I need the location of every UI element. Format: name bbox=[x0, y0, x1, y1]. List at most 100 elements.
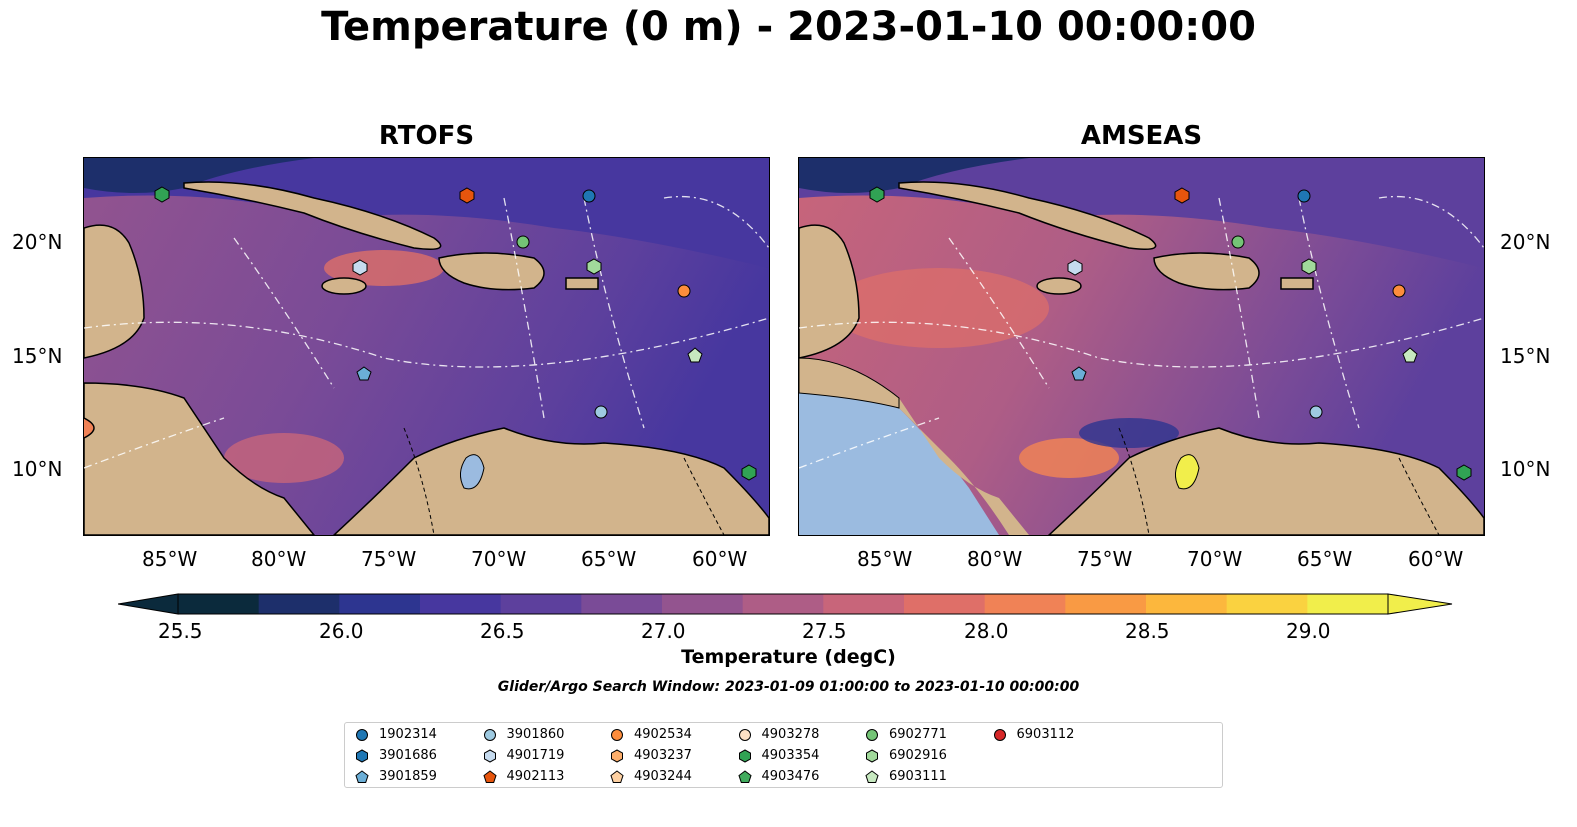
hexagon-marker-icon bbox=[738, 748, 751, 763]
colorbar bbox=[117, 593, 1453, 619]
colorbar-tick: 28.5 bbox=[1125, 619, 1170, 643]
colorbar-segment bbox=[258, 594, 340, 614]
colorbar-tick: 27.5 bbox=[802, 619, 847, 643]
colorbar-label: Temperature (degC) bbox=[681, 646, 896, 668]
circle-marker-icon bbox=[993, 728, 1006, 741]
lon-tick: 75°W bbox=[1077, 547, 1133, 571]
legend: 1902314 3901686 3901859 3901860 4901719 49021… bbox=[344, 722, 1223, 788]
legend-item: 6902916 bbox=[865, 748, 947, 763]
legend-label: 4903476 bbox=[761, 769, 820, 784]
legend-item: 6903112 bbox=[993, 727, 1075, 742]
legend-label: 3901860 bbox=[506, 727, 565, 742]
lon-tick: 65°W bbox=[581, 547, 637, 571]
colorbar-segment bbox=[823, 594, 905, 614]
map-amseas bbox=[798, 157, 1485, 536]
legend-item: 3901859 bbox=[355, 769, 437, 784]
colorbar-segment bbox=[742, 594, 824, 614]
legend-item: 4902113 bbox=[482, 769, 565, 784]
legend-item: 4903237 bbox=[610, 748, 692, 763]
hexagon-marker-icon bbox=[866, 748, 878, 763]
circle-marker-icon bbox=[611, 728, 623, 741]
lon-tick: 60°W bbox=[692, 547, 748, 571]
colorbar-segment bbox=[1146, 594, 1228, 614]
lon-tick: 85°W bbox=[142, 547, 198, 571]
legend-label: 4902534 bbox=[634, 727, 692, 742]
legend-label: 4901719 bbox=[506, 748, 565, 763]
panel-title-amseas: AMSEAS bbox=[1080, 121, 1203, 151]
pentagon-marker-icon bbox=[610, 769, 624, 783]
colorbar-tick: 26.0 bbox=[319, 619, 364, 643]
legend-item: 1902314 bbox=[355, 727, 437, 742]
colorbar-segment bbox=[1065, 594, 1147, 614]
circle-marker-icon bbox=[483, 728, 496, 741]
figure-title: Temperature (0 m) - 2023-01-10 00:00:00 bbox=[321, 4, 1256, 50]
lon-tick: 65°W bbox=[1297, 547, 1353, 571]
search-window-text: Glider/Argo Search Window: 2023-01-09 01… bbox=[497, 679, 1080, 695]
colorbar-tick: 29.0 bbox=[1286, 619, 1331, 643]
legend-label: 4903278 bbox=[761, 727, 820, 742]
legend-item: 3901860 bbox=[483, 727, 565, 742]
pentagon-marker-icon bbox=[737, 769, 752, 783]
legend-label: 6902771 bbox=[889, 727, 947, 742]
colorbar-tick: 25.5 bbox=[158, 619, 203, 643]
legend-item: 4903278 bbox=[738, 727, 820, 742]
legend-label: 4903354 bbox=[761, 748, 820, 763]
lat-tick: 15°N bbox=[1500, 344, 1551, 368]
lon-tick: 85°W bbox=[857, 547, 913, 571]
legend-item: 4902534 bbox=[610, 727, 692, 742]
hexagon-marker-icon bbox=[483, 748, 496, 763]
legend-item: 4901719 bbox=[483, 748, 565, 763]
colorbar-segment bbox=[984, 594, 1066, 614]
legend-item: 4903354 bbox=[738, 748, 820, 763]
colorbar-tick: 28.0 bbox=[964, 619, 1009, 643]
colorbar-segment bbox=[904, 594, 986, 614]
circle-marker-icon bbox=[738, 728, 751, 741]
hexagon-marker-icon bbox=[611, 748, 623, 763]
colorbar-segment bbox=[581, 594, 663, 614]
lon-tick: 60°W bbox=[1408, 547, 1464, 571]
lat-tick: 20°N bbox=[1500, 230, 1551, 254]
colorbar-extend-high bbox=[1387, 593, 1453, 615]
legend-item: 3901686 bbox=[355, 748, 437, 763]
colorbar-segment bbox=[420, 594, 502, 614]
lat-tick: 20°N bbox=[12, 230, 63, 254]
legend-label: 3901859 bbox=[379, 769, 437, 784]
colorbar-extend-low bbox=[117, 593, 179, 615]
legend-label: 6902916 bbox=[889, 748, 947, 763]
legend-label: 3901686 bbox=[379, 748, 437, 763]
hexagon-marker-icon bbox=[356, 748, 368, 763]
legend-label: 1902314 bbox=[379, 727, 437, 742]
lon-tick: 70°W bbox=[1187, 547, 1243, 571]
map-rtofs bbox=[83, 157, 770, 536]
colorbar-segment bbox=[1226, 594, 1308, 614]
lon-tick: 80°W bbox=[251, 547, 307, 571]
pentagon-marker-icon bbox=[355, 769, 369, 783]
legend-item: 4903476 bbox=[737, 769, 820, 784]
legend-label: 6903111 bbox=[889, 769, 947, 784]
lat-tick: 10°N bbox=[1500, 457, 1551, 481]
lon-tick: 75°W bbox=[361, 547, 417, 571]
legend-item: 6903111 bbox=[865, 769, 947, 784]
colorbar-segment bbox=[1307, 594, 1389, 614]
legend-item: 6902771 bbox=[865, 727, 947, 742]
colorbar-segment bbox=[339, 594, 421, 614]
circle-marker-icon bbox=[866, 728, 878, 741]
panel-title-rtofs: RTOFS bbox=[378, 121, 475, 151]
lon-tick: 80°W bbox=[967, 547, 1023, 571]
colorbar-tick: 27.0 bbox=[641, 619, 686, 643]
legend-item: 4903244 bbox=[610, 769, 692, 784]
colorbar-segment bbox=[178, 594, 260, 614]
legend-label: 4902113 bbox=[506, 769, 565, 784]
lon-tick: 70°W bbox=[471, 547, 527, 571]
colorbar-tick: 26.5 bbox=[480, 619, 525, 643]
legend-label: 6903112 bbox=[1016, 727, 1075, 742]
lat-tick: 15°N bbox=[12, 344, 63, 368]
pentagon-marker-icon bbox=[865, 769, 879, 783]
pentagon-marker-icon bbox=[482, 769, 497, 783]
colorbar-segment bbox=[662, 594, 744, 614]
legend-label: 4903237 bbox=[634, 748, 692, 763]
circle-marker-icon bbox=[356, 728, 368, 741]
colorbar-segment bbox=[500, 594, 582, 614]
legend-label: 4903244 bbox=[634, 769, 692, 784]
lat-tick: 10°N bbox=[12, 457, 63, 481]
